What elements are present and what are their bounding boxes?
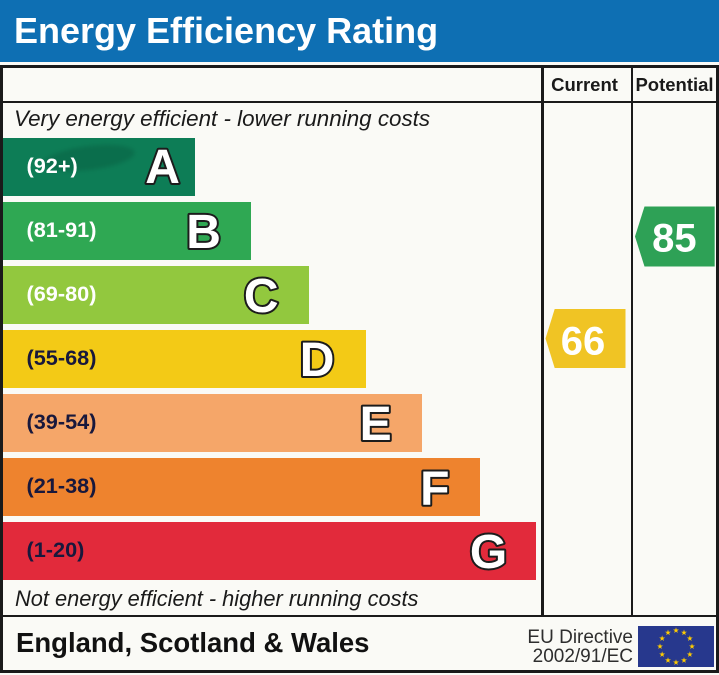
svg-text:E: E xyxy=(360,398,392,451)
svg-text:66: 66 xyxy=(561,320,606,364)
svg-text:D: D xyxy=(300,334,335,387)
svg-text:G: G xyxy=(470,526,507,579)
svg-text:F: F xyxy=(420,463,449,516)
svg-text:85: 85 xyxy=(652,217,697,261)
svg-text:A: A xyxy=(145,141,180,194)
svg-text:B: B xyxy=(186,206,221,259)
svg-text:C: C xyxy=(244,270,279,323)
